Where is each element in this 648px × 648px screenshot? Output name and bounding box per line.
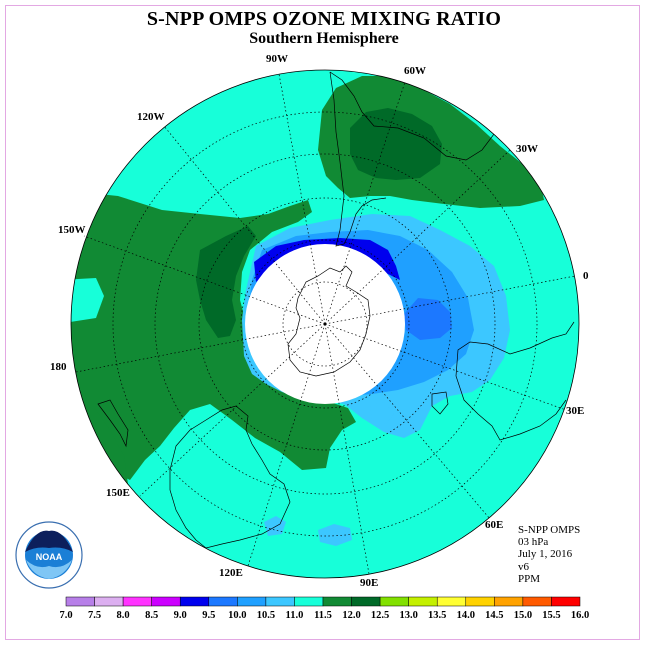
- colorbar-swatch: [208, 596, 238, 607]
- colorbar: 7.0 7.5 8.0 8.5 9.0 9.5 10.0 10.5 11.0 11.5 12.0 12…: [59, 596, 589, 621]
- australia-coastline: [169, 405, 291, 549]
- lon-label-120w: 120W: [137, 111, 165, 123]
- colorbar-tick-label: 8.5: [145, 610, 158, 621]
- colorbar-swatch: [94, 596, 124, 607]
- meridian-120w: [163, 125, 326, 325]
- info-date: July 1, 2016: [518, 548, 573, 561]
- info-units: PPM: [518, 572, 541, 585]
- plot-frame: [5, 5, 640, 640]
- colorbar-swatch: [551, 596, 581, 607]
- new-zealand-coastline: [97, 399, 129, 448]
- lon-label-30w: 30W: [516, 143, 538, 155]
- graticule: [75, 73, 576, 575]
- colorbar-swatch: [237, 596, 267, 607]
- map-boundary: [70, 69, 580, 579]
- lon-label-120e: 120E: [219, 567, 243, 579]
- latitude-circle-70s: [240, 239, 410, 409]
- lon-label-0: 0: [583, 270, 589, 282]
- contour-fields: [71, 76, 544, 546]
- antarctica-coastline: [287, 265, 371, 377]
- lon-label-60w: 60W: [404, 65, 426, 77]
- info-version: v6: [518, 560, 529, 573]
- madagascar-coastline: [431, 391, 449, 415]
- low-patch-south: [264, 516, 286, 536]
- map-subtitle: Southern Hemisphere: [249, 30, 399, 47]
- south-pole-marker: [323, 322, 327, 326]
- logo-bird-icon: [25, 530, 73, 552]
- higher-core-north: [350, 108, 442, 180]
- colorbar-swatch: [436, 596, 467, 607]
- latitude-circle-60s: [198, 197, 452, 451]
- logo-text: NOAA: [36, 552, 63, 562]
- colorbar-swatch: [65, 596, 95, 607]
- colorbar-swatch: [322, 596, 352, 607]
- colorbar-tick-label: 10.0: [228, 610, 246, 621]
- meridian-150w: [83, 235, 326, 325]
- colorbar-swatch: [351, 596, 381, 607]
- high-band-west: [71, 190, 356, 480]
- colorbar-swatch: [379, 596, 409, 607]
- colorbar-tick-label: 8.0: [117, 610, 130, 621]
- colorbar-tick-label: 12.0: [342, 610, 360, 621]
- colorbar-tick-label: 16.0: [571, 610, 589, 621]
- low-patch-south-2: [318, 524, 352, 546]
- lon-label-60e: 60E: [485, 519, 503, 531]
- lon-label-30e: 30E: [566, 405, 584, 417]
- colorbar-swatch: [179, 596, 210, 607]
- colorbar-tick-label: 14.5: [485, 610, 503, 621]
- higher-core-west: [196, 226, 256, 338]
- colorbar-tick-label: 11.5: [314, 610, 332, 621]
- colorbar-tick-label: 10.5: [257, 610, 275, 621]
- colorbar-swatch: [494, 596, 524, 607]
- lon-label-90e: 90E: [360, 577, 378, 589]
- lon-label-180: 180: [50, 361, 67, 373]
- meridian-60e: [324, 323, 491, 520]
- lon-label-150e: 150E: [106, 487, 130, 499]
- latitude-circle-40s: [112, 111, 538, 537]
- info-instrument: S-NPP OMPS: [518, 524, 581, 536]
- colorbar-tick-label: 9.5: [202, 610, 215, 621]
- info-block: S-NPP OMPS 03 hPa July 1, 2016 v6 PPM: [518, 524, 580, 585]
- info-level: 03 hPa: [518, 536, 549, 549]
- low-patch-east: [370, 402, 394, 424]
- noaa-logo: NOAA: [15, 521, 83, 589]
- lon-label-90w: 90W: [266, 53, 288, 65]
- colorbar-tick-label: 14.0: [457, 610, 475, 621]
- colorbar-tick-label: 12.5: [371, 610, 389, 621]
- colorbar-tick-label: 7.0: [59, 610, 72, 621]
- lon-label-150w: 150W: [58, 224, 86, 236]
- map-title: S-NPP OMPS OZONE MIXING RATIO: [146, 8, 502, 30]
- colorbar-swatch: [465, 596, 495, 607]
- africa-coastline: [455, 321, 575, 441]
- logo-wave-icon: [26, 560, 72, 579]
- low-region-deep: [404, 298, 452, 340]
- meridian-0: [324, 275, 576, 325]
- colorbar-tick-label: 13.0: [399, 610, 417, 621]
- colorbar-tick-label: 15.0: [514, 610, 532, 621]
- colorbar-tick-label: 9.0: [174, 610, 187, 621]
- colorbar-tick-label: 7.5: [88, 610, 101, 621]
- colorbar-swatch: [408, 596, 438, 607]
- colorbar-swatch: [522, 596, 552, 607]
- latitude-circle-50s: [154, 153, 496, 495]
- colorbar-swatch: [122, 596, 152, 607]
- meridian-30e: [324, 323, 567, 411]
- colorbar-tick-label: 13.5: [428, 610, 446, 621]
- colorbar-swatch: [265, 596, 295, 607]
- latitude-circle-80s: [282, 281, 368, 367]
- high-band-west-edge: [71, 278, 104, 322]
- meridian-60w: [324, 81, 406, 325]
- colorbar-swatch: [151, 596, 181, 607]
- colorbar-tick-label: 11.0: [286, 610, 304, 621]
- colorbar-tick-label: 15.5: [542, 610, 560, 621]
- colorbar-swatch: [294, 596, 324, 607]
